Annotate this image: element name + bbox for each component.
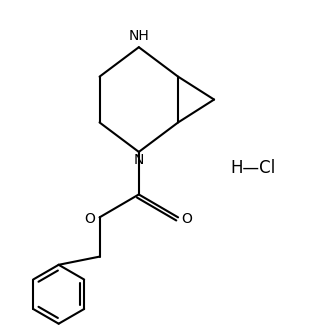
Text: N: N	[134, 153, 144, 167]
Text: NH: NH	[128, 29, 149, 43]
Text: O: O	[181, 212, 192, 226]
Text: O: O	[84, 212, 95, 226]
Text: H—Cl: H—Cl	[231, 159, 276, 177]
